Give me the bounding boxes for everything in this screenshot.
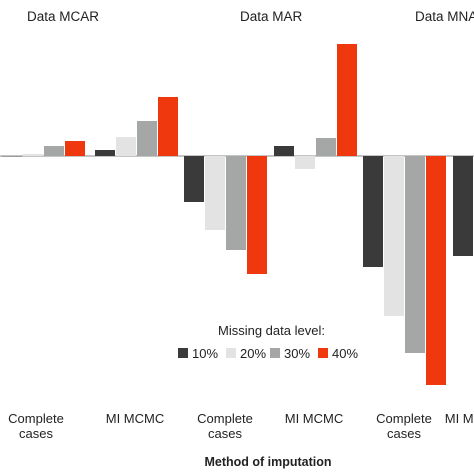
legend-label-30: 30% <box>284 346 310 361</box>
bar-p2-g0-level-30 <box>405 156 425 353</box>
category-label-complete-mar-2: cases <box>208 426 242 441</box>
legend: Missing data level: 10% 20% 30% 40% <box>178 323 358 361</box>
category-label-complete-mnar: Complete <box>376 411 432 426</box>
bar-p1-g0-level-30 <box>226 156 246 250</box>
panel-title-mnar: Data MNAR <box>415 9 474 24</box>
bar-p1-g1-level-10 <box>274 146 294 156</box>
category-label-mimcmc-mar: MI MCMC <box>285 411 344 426</box>
bar-p2-g0-level-20 <box>384 156 404 316</box>
bar-p1-g0-level-10 <box>184 156 204 202</box>
panel-title-mar: Data MAR <box>240 9 303 24</box>
bar-p1-g1-level-30 <box>316 138 336 156</box>
legend-label-20: 20% <box>240 346 266 361</box>
x-axis-title: Method of imputation <box>204 455 331 469</box>
bar-p1-g0-level-40 <box>247 156 267 274</box>
category-label-mimcmc-mcar: MI MCMC <box>106 411 165 426</box>
category-label-complete-mnar-2: cases <box>387 426 421 441</box>
category-labels: Complete cases MI MCMC Complete cases MI… <box>8 411 474 441</box>
bar-p0-g2-level-40 <box>158 97 178 156</box>
bar-p0-g2-level-20 <box>116 137 136 156</box>
bar-p2-g1-level-10 <box>453 156 473 256</box>
category-label-complete-mar: Complete <box>197 411 253 426</box>
bar-p0-g1-level-30 <box>44 146 64 156</box>
legend-label-40: 40% <box>332 346 358 361</box>
bar-p0-g2-level-30 <box>137 121 157 156</box>
category-label-complete-mcar-2: cases <box>19 426 53 441</box>
panel-title-mcar: Data MCAR <box>27 9 99 24</box>
bar-p0-g1-level-20 <box>23 154 43 156</box>
bar-p0-g1-level-10 <box>2 156 22 157</box>
bar-p1-g1-level-20 <box>295 156 315 169</box>
legend-swatch-20 <box>226 348 236 358</box>
bar-p0-g1-level-40 <box>65 141 85 156</box>
category-label-complete-mcar: Complete <box>8 411 64 426</box>
legend-swatch-30 <box>270 348 280 358</box>
bar-p0-g2-level-10 <box>95 150 115 156</box>
bars-group <box>2 44 473 385</box>
bar-p2-g0-level-40 <box>426 156 446 385</box>
bar-p1-g0-level-20 <box>205 156 225 230</box>
category-label-mimcmc-mnar: MI MCMC <box>445 411 474 426</box>
legend-label-10: 10% <box>192 346 218 361</box>
legend-swatch-10 <box>178 348 188 358</box>
legend-title: Missing data level: <box>218 323 325 338</box>
bar-p1-g1-level-40 <box>337 44 357 156</box>
bar-p2-g0-level-10 <box>363 156 383 267</box>
legend-swatch-40 <box>318 348 328 358</box>
